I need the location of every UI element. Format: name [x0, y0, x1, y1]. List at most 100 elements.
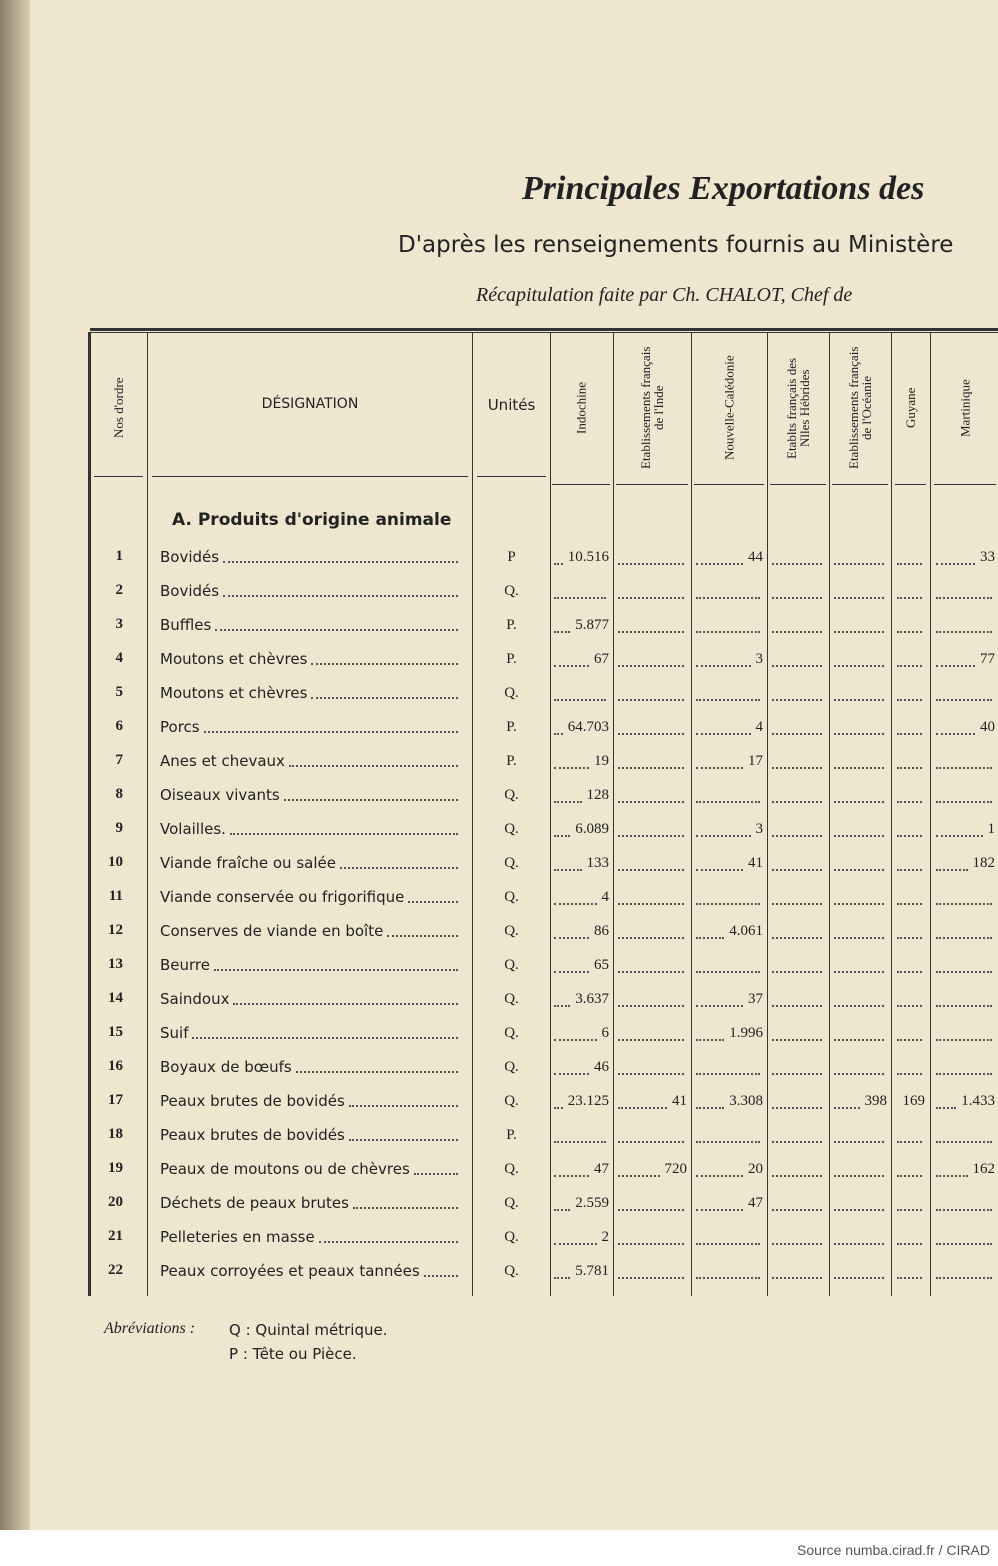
- abbrev-label: Abréviations :: [104, 1320, 196, 1337]
- leader: [936, 631, 992, 633]
- value: 65: [594, 957, 609, 973]
- abbrev: P : Tête ou Pièce.: [229, 1345, 357, 1363]
- value: 86: [594, 923, 609, 939]
- column-header: Etablts français des Nlles Hébrides: [784, 357, 812, 459]
- unit: P.: [506, 1127, 517, 1143]
- header-rule: [616, 484, 688, 485]
- value: 46: [594, 1059, 609, 1075]
- leader: [618, 733, 684, 735]
- leader: [897, 937, 922, 939]
- leader: [554, 937, 589, 939]
- leader: [696, 631, 760, 633]
- col-rule: [472, 332, 473, 1296]
- column-header: Etablissements français de l'Inde: [638, 346, 666, 470]
- value: 44: [748, 549, 763, 565]
- col-rule: [891, 332, 892, 1296]
- leader: [936, 971, 992, 973]
- leader: [834, 1243, 884, 1245]
- leader: [311, 663, 458, 665]
- unit: P.: [506, 753, 517, 769]
- unit: Q.: [504, 957, 519, 973]
- value: 47: [594, 1161, 609, 1177]
- row-number: 20: [108, 1194, 123, 1210]
- rule: [90, 332, 998, 333]
- header-rule: [152, 476, 468, 477]
- unit: P.: [506, 617, 517, 633]
- leader: [897, 1073, 922, 1075]
- leader: [936, 665, 975, 667]
- row-number: 14: [108, 990, 123, 1006]
- leader: [936, 1073, 992, 1075]
- leader: [288, 765, 458, 767]
- leader: [618, 1005, 684, 1007]
- row-number: 11: [108, 888, 123, 904]
- column-header: Etablissements français de l'Océanie: [846, 346, 874, 470]
- leader: [413, 1173, 458, 1175]
- value: 3: [755, 651, 764, 667]
- row-number: 10: [108, 854, 123, 870]
- value: 64.703: [567, 719, 609, 735]
- row-number: 17: [108, 1092, 123, 1108]
- leader: [772, 563, 822, 565]
- value: 720: [664, 1161, 688, 1177]
- leader: [834, 801, 884, 803]
- unit: Q.: [504, 1093, 519, 1109]
- leader: [696, 869, 743, 871]
- leader: [936, 1141, 992, 1143]
- leader: [897, 1005, 922, 1007]
- leader: [554, 903, 597, 905]
- leader: [554, 631, 571, 633]
- leader: [936, 1277, 992, 1279]
- leader: [554, 767, 589, 769]
- value: 41: [748, 855, 763, 871]
- designation: Bovidés: [160, 582, 220, 600]
- header-rule: [694, 484, 764, 485]
- row-number: 5: [115, 684, 124, 700]
- value: 4.061: [729, 923, 763, 939]
- leader: [696, 971, 760, 973]
- leader: [229, 833, 458, 835]
- leader: [772, 631, 822, 633]
- leader: [311, 697, 458, 699]
- designation: Conserves de viande en boîte: [160, 922, 384, 940]
- leader: [554, 801, 582, 803]
- value: 41: [672, 1093, 687, 1109]
- leader: [897, 631, 922, 633]
- leader: [834, 767, 884, 769]
- leader: [834, 733, 884, 735]
- leader: [897, 1243, 922, 1245]
- leader: [936, 733, 975, 735]
- row-number: 19: [108, 1160, 123, 1176]
- leader: [423, 1275, 458, 1277]
- leader: [772, 1107, 822, 1109]
- column-header: Indochine: [573, 382, 589, 434]
- leader: [618, 1209, 684, 1211]
- designation: Déchets de peaux brutes: [160, 1194, 349, 1212]
- row-number: 21: [108, 1228, 123, 1244]
- leader: [834, 1039, 884, 1041]
- row-number: 15: [108, 1024, 123, 1040]
- value: 10.516: [567, 549, 609, 565]
- designation: Suif: [160, 1024, 189, 1042]
- value: 5.877: [575, 617, 609, 633]
- designation: Porcs: [160, 718, 200, 736]
- unit: Q.: [504, 583, 519, 599]
- column-header: Martinique: [957, 379, 973, 437]
- leader: [772, 971, 822, 973]
- leader: [554, 1107, 563, 1109]
- leader: [696, 1107, 725, 1109]
- value: 2.559: [575, 1195, 609, 1211]
- leader: [772, 903, 822, 905]
- value: 1: [987, 821, 996, 837]
- leader: [318, 1241, 458, 1243]
- designation: Viande conservée ou frigorifique: [160, 888, 405, 906]
- leader: [696, 1243, 760, 1245]
- value: 33: [980, 549, 995, 565]
- header-rule: [832, 484, 888, 485]
- leader: [554, 1175, 589, 1177]
- value: 5.781: [575, 1263, 609, 1279]
- value: 169: [902, 1093, 926, 1109]
- leader: [897, 1175, 922, 1177]
- designation: Saindoux: [160, 990, 230, 1008]
- leader: [618, 1039, 684, 1041]
